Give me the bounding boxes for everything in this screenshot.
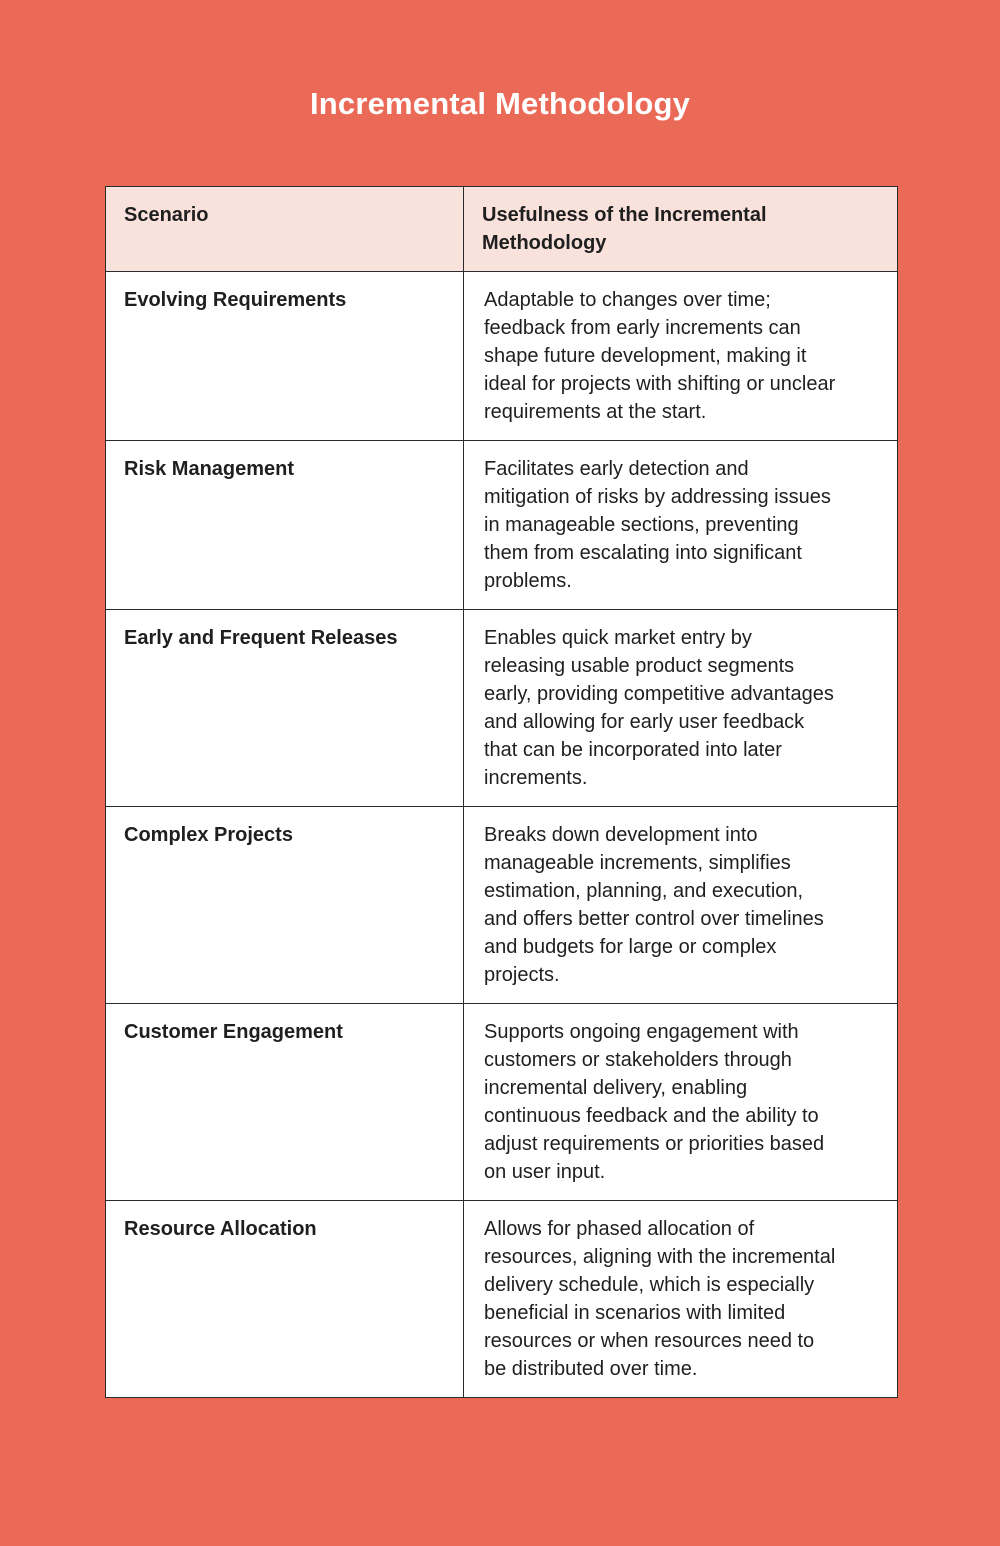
scenario-cell: Resource Allocation [105, 1200, 464, 1398]
scenario-cell: Early and Frequent Releases [105, 609, 464, 807]
table-header-row: Scenario Usefulness of the Incremental M… [105, 186, 898, 272]
table-row: Complex Projects Breaks down development… [105, 806, 898, 1004]
table-row: Early and Frequent Releases Enables quic… [105, 609, 898, 807]
scenario-cell: Complex Projects [105, 806, 464, 1004]
page-title: Incremental Methodology [309, 86, 691, 121]
table-row: Evolving Requirements Adaptable to chang… [105, 271, 898, 441]
usefulness-cell: Supports ongoing engagement with custome… [463, 1003, 898, 1201]
methodology-table: Scenario Usefulness of the Incremental M… [105, 186, 898, 1398]
table-row: Risk Management Facilitates early detect… [105, 440, 898, 610]
header-scenario: Scenario [105, 186, 464, 272]
usefulness-cell: Facilitates early detection and mitigati… [463, 440, 898, 610]
usefulness-cell: Allows for phased allocation of resource… [463, 1200, 898, 1398]
table-row: Resource Allocation Allows for phased al… [105, 1200, 898, 1398]
methodology-table-container: Scenario Usefulness of the Incremental M… [105, 186, 898, 1398]
scenario-cell: Customer Engagement [105, 1003, 464, 1201]
usefulness-cell: Adaptable to changes over time; feedback… [463, 271, 898, 441]
header-usefulness: Usefulness of the Incremental Methodolog… [463, 186, 898, 272]
table-row: Customer Engagement Supports ongoing eng… [105, 1003, 898, 1201]
usefulness-cell: Enables quick market entry by releasing … [463, 609, 898, 807]
scenario-cell: Risk Management [105, 440, 464, 610]
usefulness-cell: Breaks down development into manageable … [463, 806, 898, 1004]
scenario-cell: Evolving Requirements [105, 271, 464, 441]
